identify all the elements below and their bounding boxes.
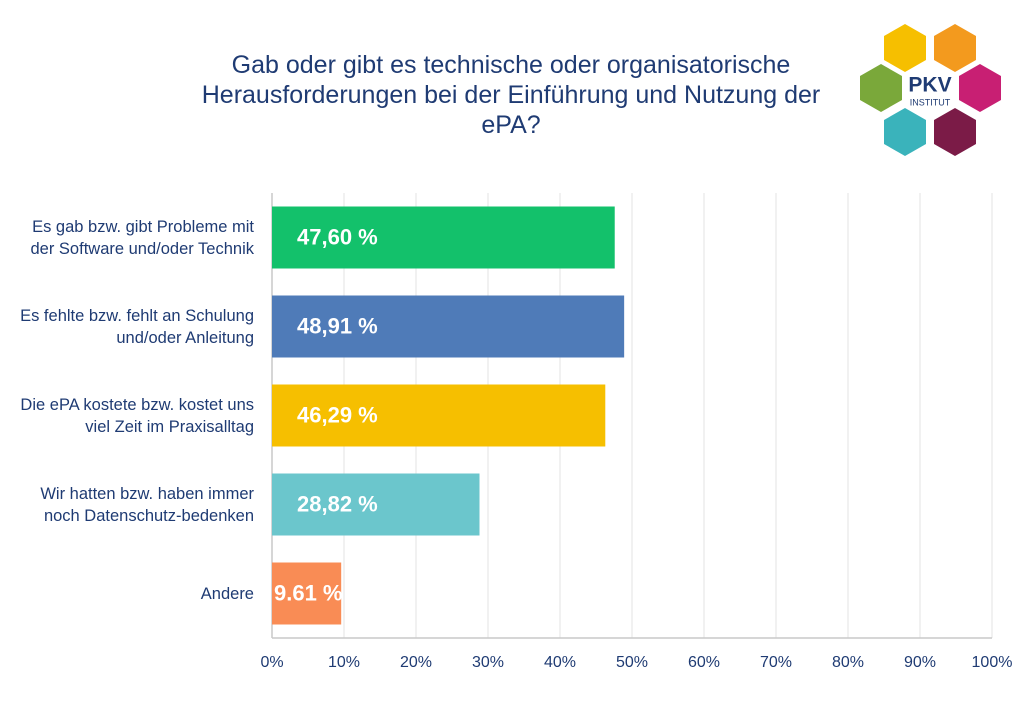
y-tick-label: Andere xyxy=(200,584,254,603)
y-tick-label: Es fehlte bzw. fehlt an Schulung und/ode… xyxy=(20,306,254,347)
logo-hex xyxy=(860,64,902,112)
logo-hex xyxy=(959,64,1001,112)
x-tick-label: 40% xyxy=(544,654,576,671)
bar xyxy=(272,295,625,358)
x-tick-label: 60% xyxy=(688,654,720,671)
value-label: 47,60 % xyxy=(297,224,378,249)
logo-subtitle: INSTITUT xyxy=(910,97,951,107)
x-tick-label: 90% xyxy=(904,654,936,671)
value-label: 9.61 % xyxy=(274,580,343,605)
x-tick-label: 80% xyxy=(832,654,864,671)
x-tick-label: 70% xyxy=(760,654,792,671)
logo: PKV INSTITUT xyxy=(860,24,1001,156)
x-tick-label: 20% xyxy=(400,654,432,671)
logo-hex xyxy=(934,24,976,72)
logo-hex xyxy=(884,108,926,156)
logo-name: PKV xyxy=(908,74,951,97)
y-tick-label: Wir hatten bzw. haben immer noch Datensc… xyxy=(40,484,254,525)
y-tick-label: Die ePA kostete bzw. kostet uns viel Zei… xyxy=(20,395,254,436)
logo-hex xyxy=(934,108,976,156)
bar xyxy=(272,473,480,536)
value-label: 46,29 % xyxy=(297,402,378,427)
bar xyxy=(272,562,342,625)
x-tick-label: 50% xyxy=(616,654,648,671)
logo-hex xyxy=(884,24,926,72)
x-tick-label: 10% xyxy=(328,654,360,671)
value-label: 28,82 % xyxy=(297,491,378,516)
y-tick-label: Es gab bzw. gibt Probleme mit der Softwa… xyxy=(30,217,255,258)
x-tick-label: 0% xyxy=(260,654,283,671)
chart-title: Gab oder gibt es technische oder organis… xyxy=(201,51,821,139)
bar xyxy=(272,206,615,269)
x-tick-label: 100% xyxy=(972,654,1013,671)
bar xyxy=(272,384,606,447)
value-label: 48,91 % xyxy=(297,313,378,338)
x-tick-label: 30% xyxy=(472,654,504,671)
